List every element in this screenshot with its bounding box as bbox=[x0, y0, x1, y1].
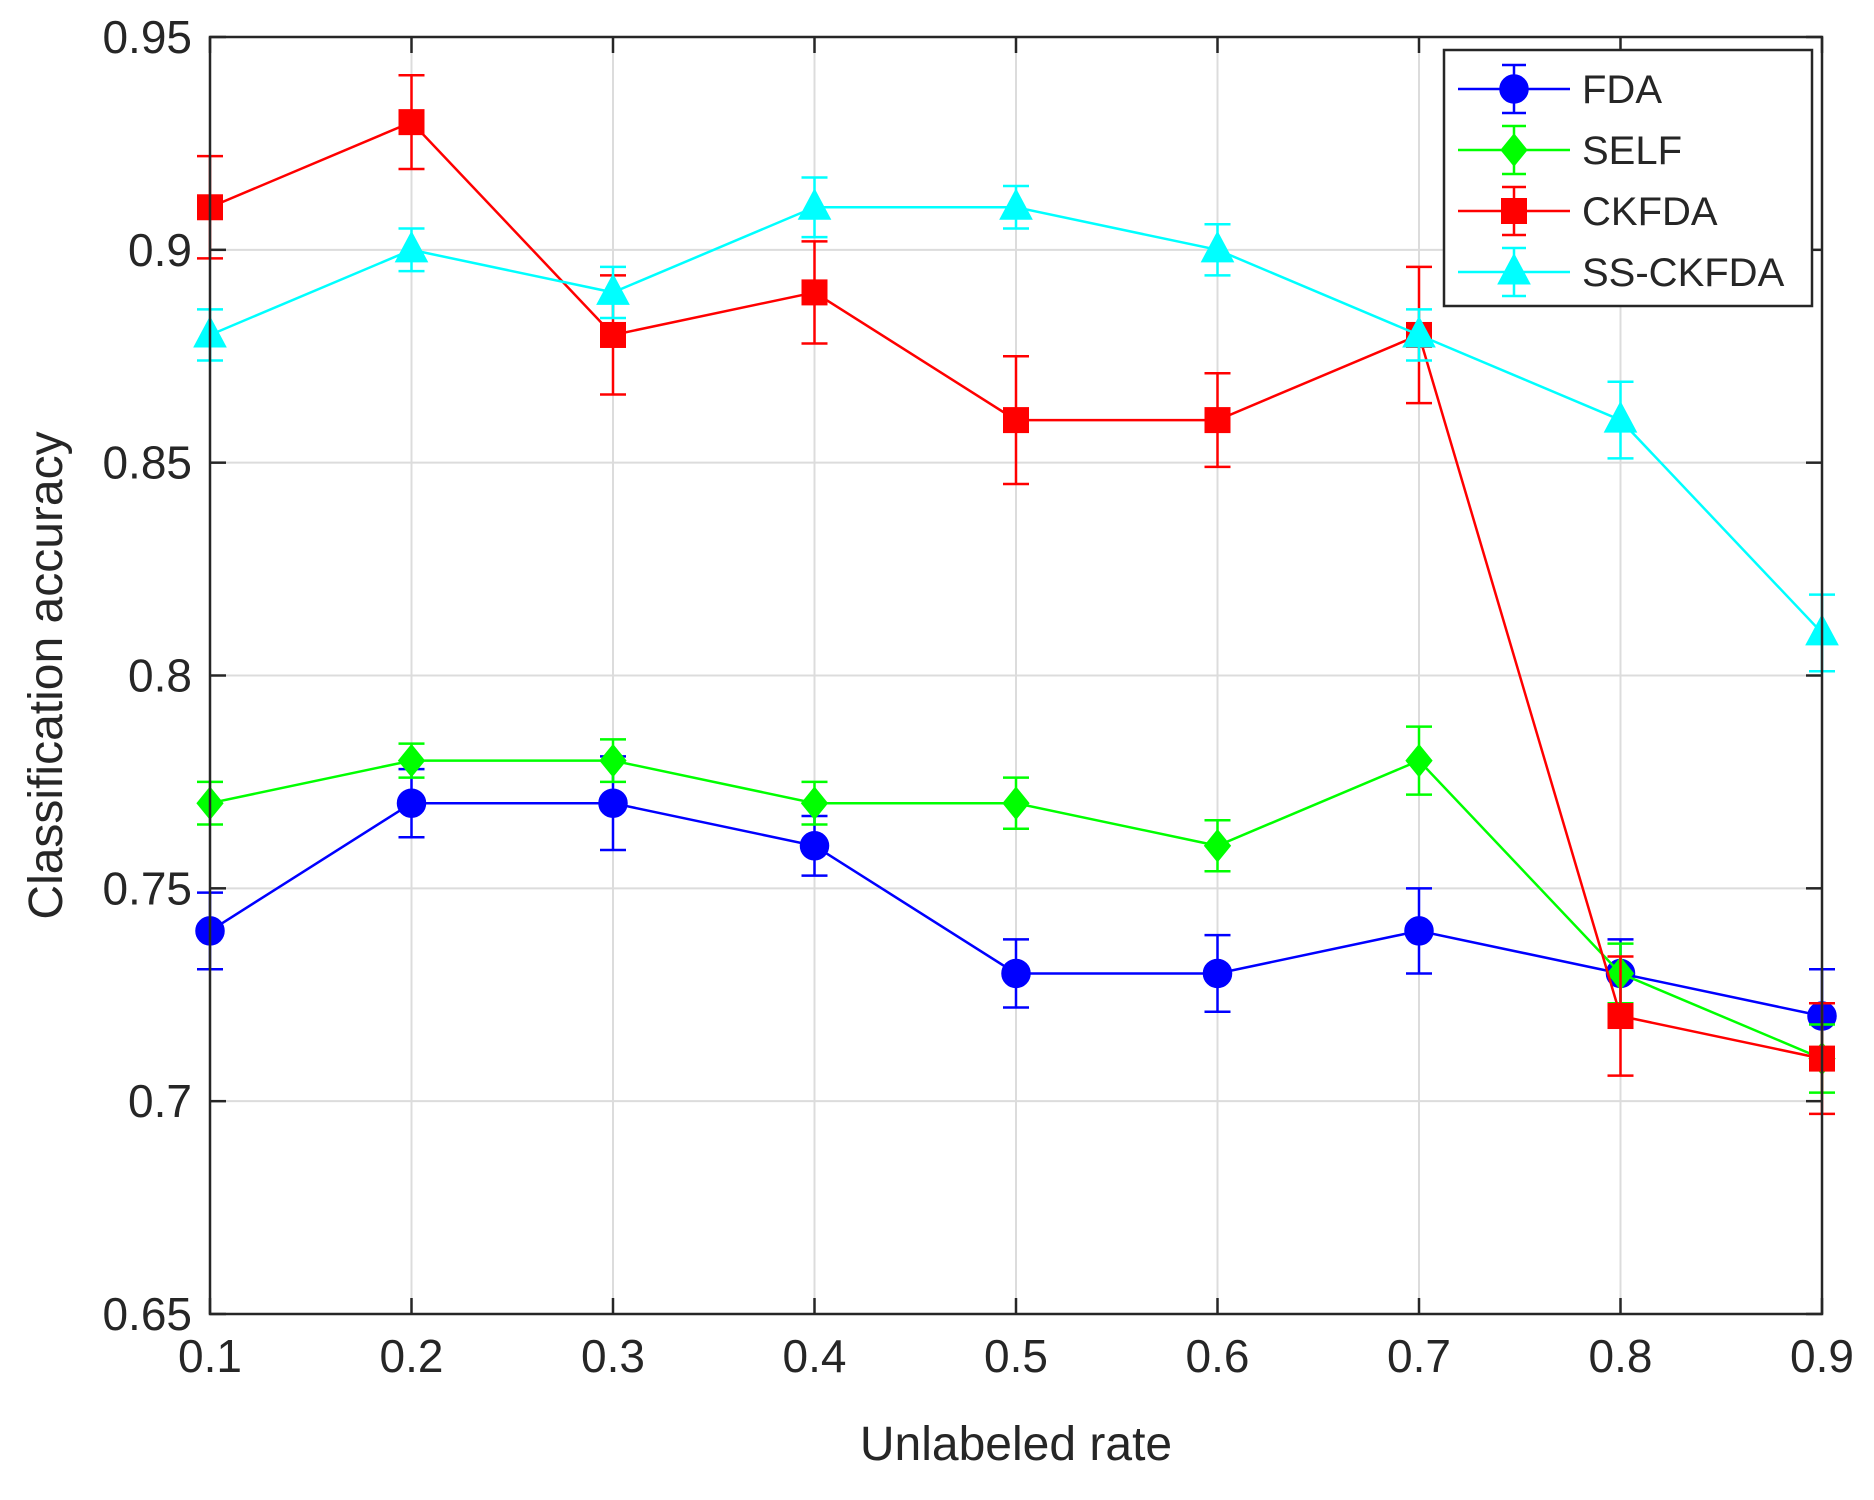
legend-item-fda: FDA bbox=[1458, 63, 1662, 115]
data-point-fda bbox=[799, 831, 830, 861]
data-point-self bbox=[397, 743, 426, 778]
data-point-ckfda bbox=[600, 321, 626, 348]
x-tick-label: 0.6 bbox=[1186, 1330, 1250, 1382]
data-point-ss-ckfda bbox=[596, 273, 630, 305]
legend-item-ckfda: CKFDA bbox=[1458, 185, 1718, 237]
data-point-self bbox=[599, 743, 627, 778]
data-point-ckfda bbox=[1003, 407, 1029, 434]
legend-item-self: SELF bbox=[1458, 124, 1682, 176]
data-point-self bbox=[1002, 786, 1030, 820]
data-point-self bbox=[800, 786, 829, 820]
legend-marker bbox=[1500, 133, 1528, 167]
y-tick-label: 0.7 bbox=[128, 1075, 192, 1127]
x-tick-label: 0.3 bbox=[581, 1330, 645, 1382]
y-tick-label: 0.75 bbox=[102, 862, 192, 914]
x-tick-label: 0.1 bbox=[178, 1330, 242, 1382]
x-tick-label: 0.4 bbox=[783, 1330, 847, 1382]
data-point-ckfda bbox=[801, 279, 828, 306]
y-tick-label: 0.85 bbox=[102, 437, 192, 489]
data-point-ss-ckfda bbox=[1603, 401, 1638, 433]
legend: FDA SELF CKFDA SS-CKFDA bbox=[1442, 48, 1814, 308]
y-tick-label: 0.95 bbox=[102, 11, 192, 63]
data-point-self bbox=[1203, 828, 1232, 863]
x-tick-label: 0.5 bbox=[984, 1330, 1048, 1382]
legend-marker bbox=[1499, 74, 1529, 104]
y-tick-label: 0.65 bbox=[102, 1288, 192, 1340]
data-point-self bbox=[1405, 743, 1433, 778]
data-point-ss-ckfda bbox=[394, 230, 429, 263]
data-point-ckfda bbox=[1607, 1003, 1634, 1030]
y-tick-label: 0.8 bbox=[128, 650, 192, 702]
data-point-fda bbox=[1001, 958, 1031, 989]
data-point-ss-ckfda bbox=[797, 188, 832, 220]
legend-marker bbox=[1501, 198, 1527, 224]
legend-label: FDA bbox=[1582, 68, 1662, 112]
legend-marker bbox=[1497, 252, 1531, 285]
legend-item-ss-ckfda: SS-CKFDA bbox=[1458, 246, 1785, 298]
ticks: 0.1 0.2 0.3 0.4 0.5 0.6 0.7 0.8 0.9 0.65 0.7 0.75 0.… bbox=[102, 11, 1854, 1382]
data-point-fda bbox=[1202, 958, 1233, 989]
y-axis-label: Classification accuracy bbox=[20, 431, 73, 919]
series-layer bbox=[193, 74, 1839, 1116]
data-point-fda bbox=[598, 788, 628, 818]
legend-label: SS-CKFDA bbox=[1582, 251, 1785, 295]
x-axis-label: Unlabeled rate bbox=[860, 1418, 1172, 1471]
legend-label: CKFDA bbox=[1582, 190, 1718, 234]
data-point-ss-ckfda bbox=[999, 188, 1033, 220]
x-tick-label: 0.2 bbox=[380, 1330, 444, 1382]
x-tick-label: 0.7 bbox=[1387, 1330, 1451, 1382]
data-point-fda bbox=[396, 788, 427, 818]
data-point-ss-ckfda bbox=[1200, 230, 1235, 263]
legend-label: SELF bbox=[1582, 129, 1682, 173]
series-ckfda bbox=[197, 74, 1835, 1116]
data-point-ckfda bbox=[398, 109, 425, 136]
x-tick-label: 0.8 bbox=[1589, 1330, 1653, 1382]
y-tick-label: 0.9 bbox=[128, 224, 192, 276]
data-point-ss-ckfda bbox=[1402, 315, 1436, 348]
x-tick-label: 0.9 bbox=[1790, 1330, 1854, 1382]
data-point-ckfda bbox=[1204, 407, 1231, 434]
data-point-fda bbox=[1404, 916, 1434, 946]
